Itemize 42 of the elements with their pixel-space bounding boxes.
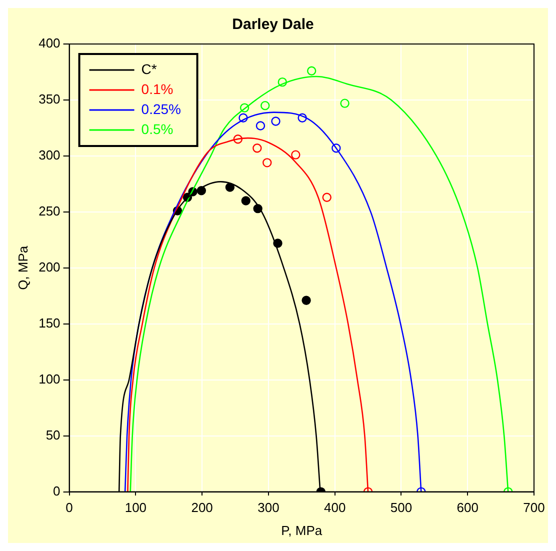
point (260, 100, 270, 110)
y-tick-label: 200 (38, 259, 60, 274)
point (278, 77, 287, 87)
y-tick-label: 300 (38, 148, 60, 163)
y-tick-label: 250 (38, 204, 60, 219)
x-tick-label: 300 (258, 500, 280, 516)
legend-label: C* (141, 60, 158, 77)
y-tick-label: 50 (46, 427, 60, 442)
chart-title: Darley Dale (232, 16, 314, 34)
y-axis-title: Q, MPa (15, 245, 30, 290)
point (241, 196, 250, 206)
x-tick-label: 100 (124, 500, 147, 516)
x-tick-label: 500 (390, 500, 412, 516)
x-tick-label: 200 (191, 500, 213, 516)
legend-label: 0.25% (141, 100, 181, 117)
point (340, 98, 350, 108)
y-tick-label: 400 (38, 36, 60, 51)
y-tick-label: 350 (38, 92, 60, 107)
point (225, 182, 235, 192)
point (322, 192, 332, 202)
point (291, 150, 300, 160)
point (302, 296, 311, 305)
point (240, 103, 250, 112)
x-tick-label: 600 (456, 500, 478, 516)
point (332, 144, 341, 153)
point (256, 121, 266, 130)
point (238, 113, 248, 122)
point (298, 113, 307, 122)
legend-label: 0.1% (141, 80, 174, 97)
x-axis-title: P, MPa (281, 522, 323, 538)
point (307, 66, 316, 76)
point (271, 116, 280, 126)
y-tick-label: 150 (38, 315, 60, 330)
y-tick-label: 0 (53, 483, 60, 498)
x-tick-label: 700 (523, 500, 545, 516)
legend-label: 0.5% (141, 120, 174, 137)
point (233, 134, 243, 144)
x-tick-label: 0 (66, 500, 73, 516)
point (262, 158, 272, 168)
point (252, 144, 262, 153)
y-tick-label: 100 (38, 371, 60, 386)
x-tick-label: 400 (324, 500, 346, 516)
